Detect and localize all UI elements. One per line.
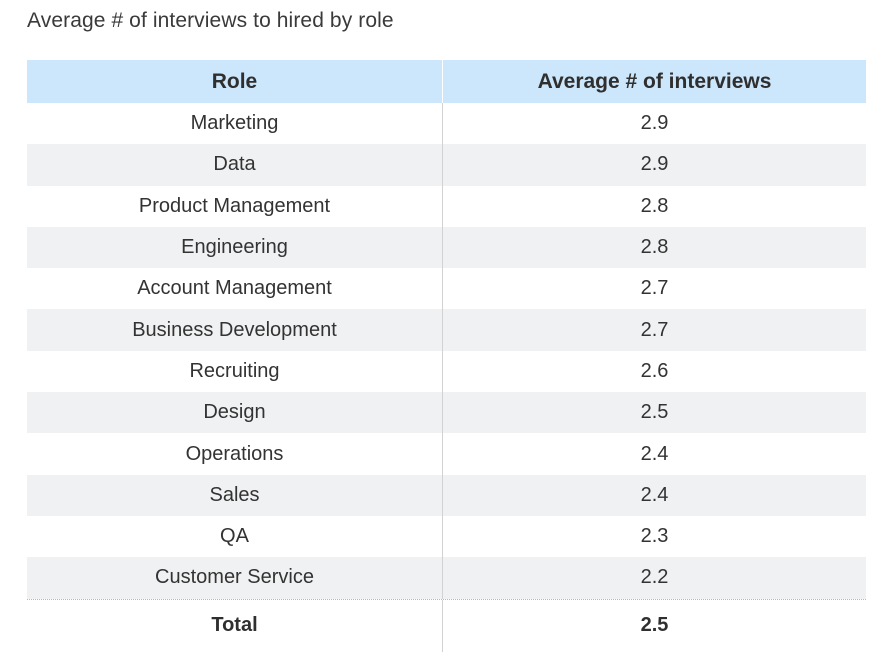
- table-row: Sales 2.4: [27, 474, 866, 516]
- column-header-role: Role: [211, 69, 258, 93]
- table-row: Data 2.9: [27, 144, 866, 186]
- table-row: Operations 2.4: [27, 433, 866, 475]
- average-interviews-cell: 2.7: [442, 309, 866, 351]
- table-row: QA 2.3: [27, 515, 866, 558]
- interviews-table: Role Average # of interviews Marketing 2…: [27, 60, 866, 652]
- role-cell: Business Development: [132, 318, 337, 341]
- table-header-row: Role Average # of interviews: [27, 60, 866, 103]
- role-cell: Product Management: [138, 194, 331, 217]
- table-row: Design 2.5: [27, 392, 866, 434]
- table-row: Business Development 2.7: [27, 309, 866, 351]
- role-cell: Marketing: [190, 112, 279, 135]
- average-interviews-cell: 2.9: [442, 144, 866, 186]
- role-cell: Design: [203, 401, 266, 424]
- role-cell: Data: [213, 153, 256, 176]
- total-value-cell: 2.5: [442, 599, 866, 652]
- average-interviews-cell: 2.8: [442, 226, 866, 269]
- average-interviews-cell: 2.8: [442, 185, 866, 227]
- average-interviews-cell: 2.4: [442, 433, 866, 475]
- table-total-row: Total 2.5: [27, 598, 866, 652]
- table-row: Product Management 2.8: [27, 185, 866, 227]
- role-cell: QA: [220, 525, 249, 548]
- total-label-cell: Total: [211, 614, 258, 637]
- table-row: Customer Service 2.2: [27, 557, 866, 599]
- table-row: Engineering 2.8: [27, 226, 866, 269]
- role-cell: Sales: [209, 483, 260, 506]
- role-cell: Engineering: [181, 236, 288, 259]
- table-row: Recruiting 2.6: [27, 350, 866, 393]
- average-interviews-cell: 2.2: [442, 557, 866, 599]
- average-interviews-cell: 2.4: [442, 474, 866, 516]
- average-interviews-cell: 2.7: [442, 268, 866, 310]
- average-interviews-cell: 2.6: [442, 350, 866, 393]
- role-cell: Account Management: [137, 277, 332, 300]
- column-header-average-interviews: Average # of interviews: [442, 60, 866, 103]
- role-cell: Operations: [185, 442, 284, 465]
- average-interviews-cell: 2.5: [442, 392, 866, 434]
- role-cell: Recruiting: [189, 359, 280, 382]
- table-row: Account Management 2.7: [27, 268, 866, 310]
- table-row: Marketing 2.9: [27, 103, 866, 145]
- table-title: Average # of interviews to hired by role: [27, 9, 394, 32]
- role-cell: Customer Service: [155, 566, 314, 589]
- average-interviews-cell: 2.9: [442, 103, 866, 145]
- average-interviews-cell: 2.3: [442, 515, 866, 558]
